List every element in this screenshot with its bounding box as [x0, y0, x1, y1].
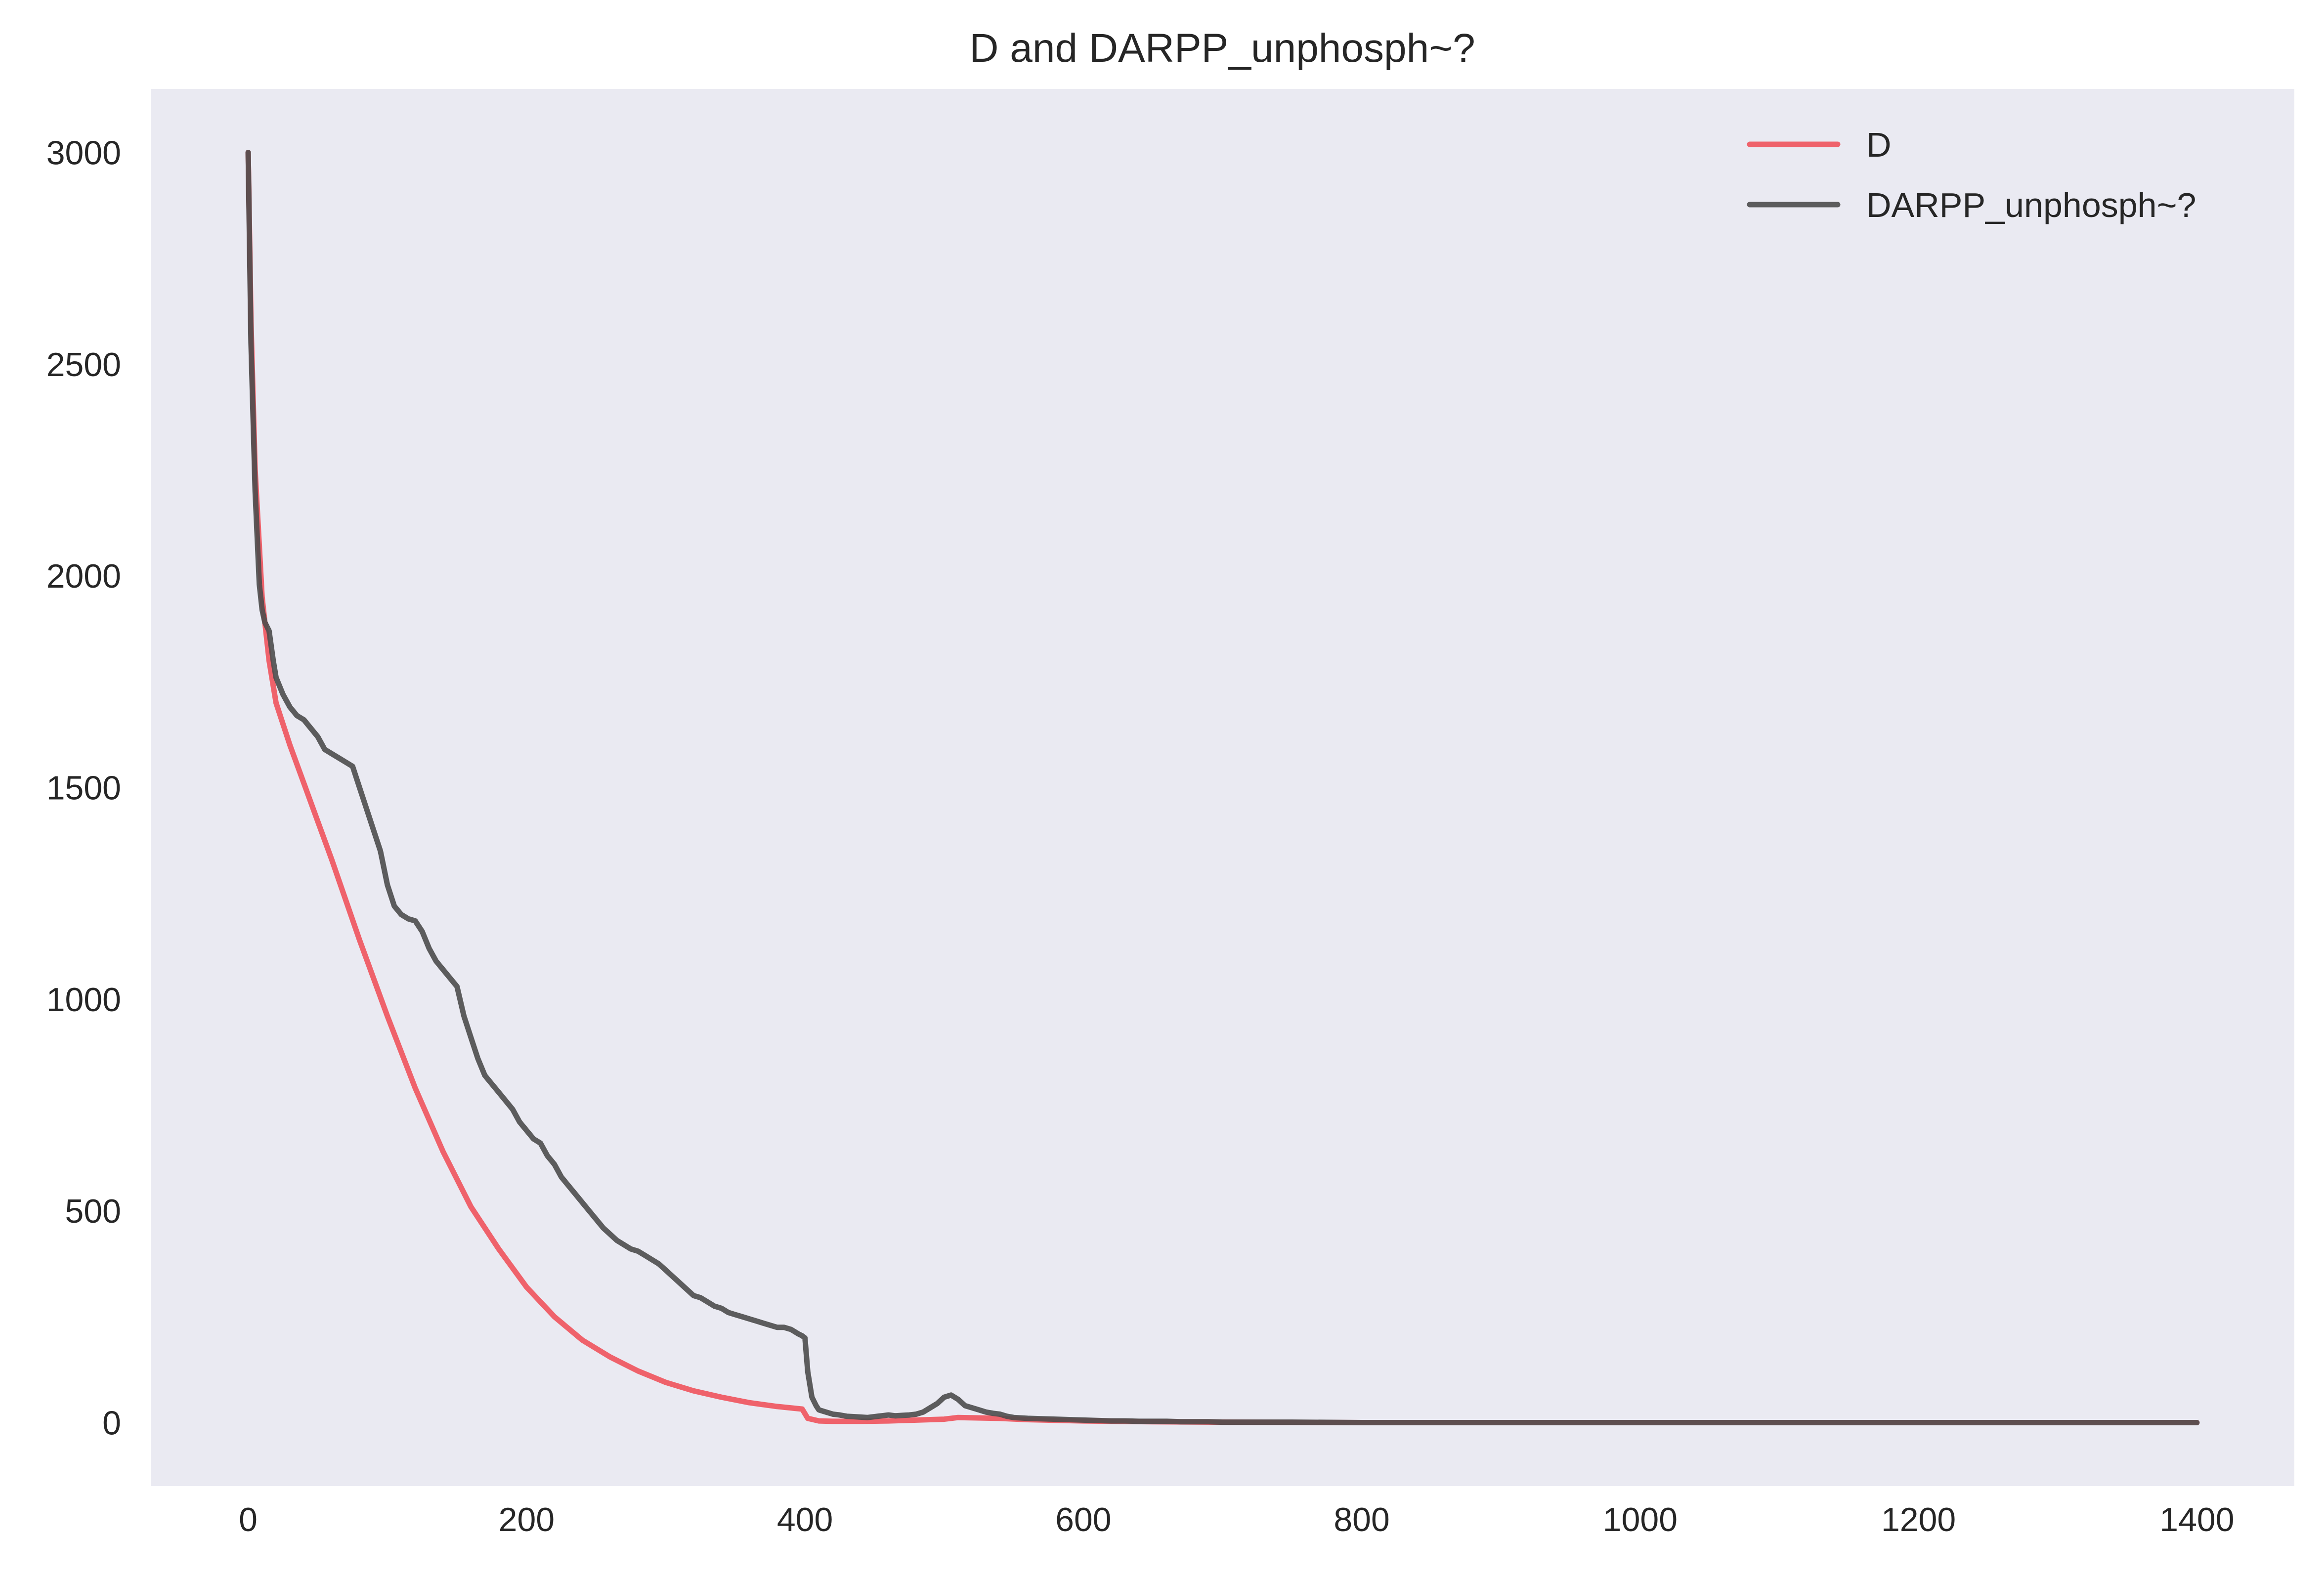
legend-label: DARPP_unphosph~?	[1866, 186, 2196, 224]
legend: D DARPP_unphosph~?	[1747, 126, 2196, 224]
y-tick-label: 2000	[46, 557, 121, 595]
x-tick-label: 600	[1055, 1501, 1111, 1538]
x-tick-label: 1200	[1881, 1501, 1956, 1538]
y-tick-label: 500	[65, 1193, 121, 1230]
x-tick-label: 200	[499, 1501, 555, 1538]
y-tick-label: 0	[102, 1405, 121, 1442]
chart-title: D and DARPP_unphosph~?	[969, 26, 1475, 71]
y-tick-label: 1500	[46, 769, 121, 807]
y-tick-label: 1000	[46, 981, 121, 1019]
x-tick-label: 1400	[2159, 1501, 2234, 1538]
x-tick-label: 1000	[1603, 1501, 1678, 1538]
x-tick-label: 400	[777, 1501, 833, 1538]
series-line-darpp-unphosph	[245, 150, 2200, 1425]
y-axis-ticks: 0 500 1000 1500 2000 2500 3000	[46, 134, 121, 1442]
legend-label: D	[1866, 126, 1892, 164]
x-tick-label: 0	[239, 1501, 258, 1538]
x-tick-label: 800	[1334, 1501, 1389, 1538]
y-tick-label: 2500	[46, 346, 121, 384]
y-tick-label: 3000	[46, 134, 121, 172]
plot-area	[151, 89, 2294, 1486]
series-layer	[245, 150, 2200, 1425]
x-axis-ticks: 0 200 400 600 800 1000 1200 1400	[239, 1501, 2234, 1538]
